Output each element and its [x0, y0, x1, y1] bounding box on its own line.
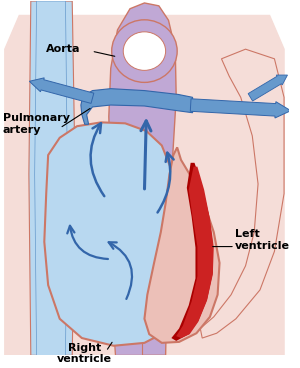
Polygon shape [171, 163, 213, 341]
Polygon shape [5, 15, 284, 355]
Polygon shape [144, 148, 220, 343]
FancyArrow shape [248, 75, 287, 101]
Polygon shape [29, 1, 75, 355]
Polygon shape [44, 122, 187, 346]
Ellipse shape [112, 20, 177, 82]
Ellipse shape [123, 32, 166, 70]
Polygon shape [35, 1, 68, 355]
Polygon shape [109, 3, 176, 355]
Polygon shape [176, 167, 214, 338]
FancyArrow shape [29, 78, 94, 103]
Polygon shape [200, 49, 284, 338]
Text: Pulmonary
artery: Pulmonary artery [3, 113, 70, 135]
Polygon shape [113, 304, 142, 355]
Text: Right
ventricle: Right ventricle [57, 343, 112, 364]
FancyArrow shape [190, 99, 291, 118]
Polygon shape [81, 89, 193, 124]
Text: Left
ventricle: Left ventricle [235, 229, 290, 251]
Text: Aorta: Aorta [46, 44, 81, 54]
